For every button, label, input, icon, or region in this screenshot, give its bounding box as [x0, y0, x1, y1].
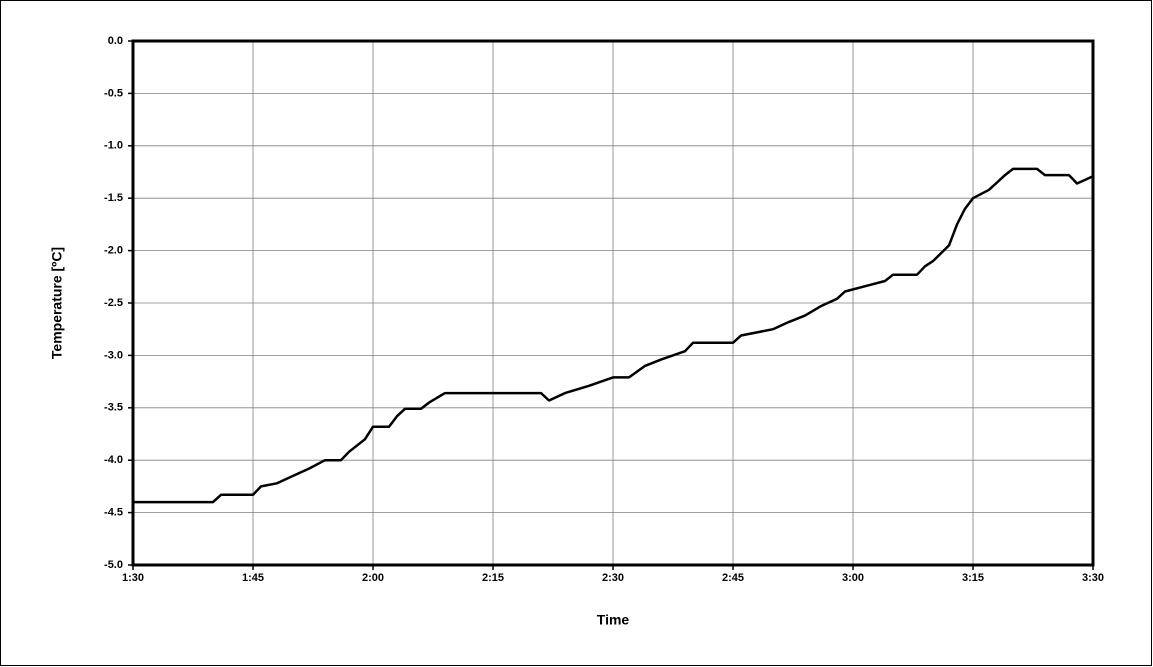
data-line [133, 167, 1094, 504]
y-tick-label: -2.5 [104, 297, 123, 309]
x-tick-label: 2:15 [482, 572, 504, 584]
x-tick-label: 3:15 [962, 572, 984, 584]
x-tick-label: 3:00 [842, 572, 864, 584]
plot-border [131, 39, 1095, 567]
x-tick-label: 2:45 [722, 572, 744, 584]
y-tick-label: -4.5 [104, 507, 123, 519]
y-tick-label: 0.0 [108, 35, 123, 47]
x-tick-label: 3:30 [1082, 572, 1104, 584]
x-tick-label: 1:45 [242, 572, 264, 584]
y-tick-label: -4.0 [104, 454, 123, 466]
y-axis-title: Temperature [ºC] [49, 247, 65, 359]
y-tick-label: -1.0 [104, 140, 123, 152]
x-axis-title: Time [597, 612, 630, 628]
y-tick-label: -0.5 [104, 87, 123, 99]
y-tick-label: -2.0 [104, 245, 123, 257]
x-tick-label: 2:30 [602, 572, 624, 584]
x-tick-label: 1:30 [122, 572, 144, 584]
y-tick-label: -3.0 [104, 349, 123, 361]
x-tick-label: 2:00 [362, 572, 384, 584]
y-tick-label: -3.5 [104, 402, 123, 414]
y-tick-label: -1.5 [104, 192, 123, 204]
y-tick-label: -5.0 [104, 559, 123, 571]
